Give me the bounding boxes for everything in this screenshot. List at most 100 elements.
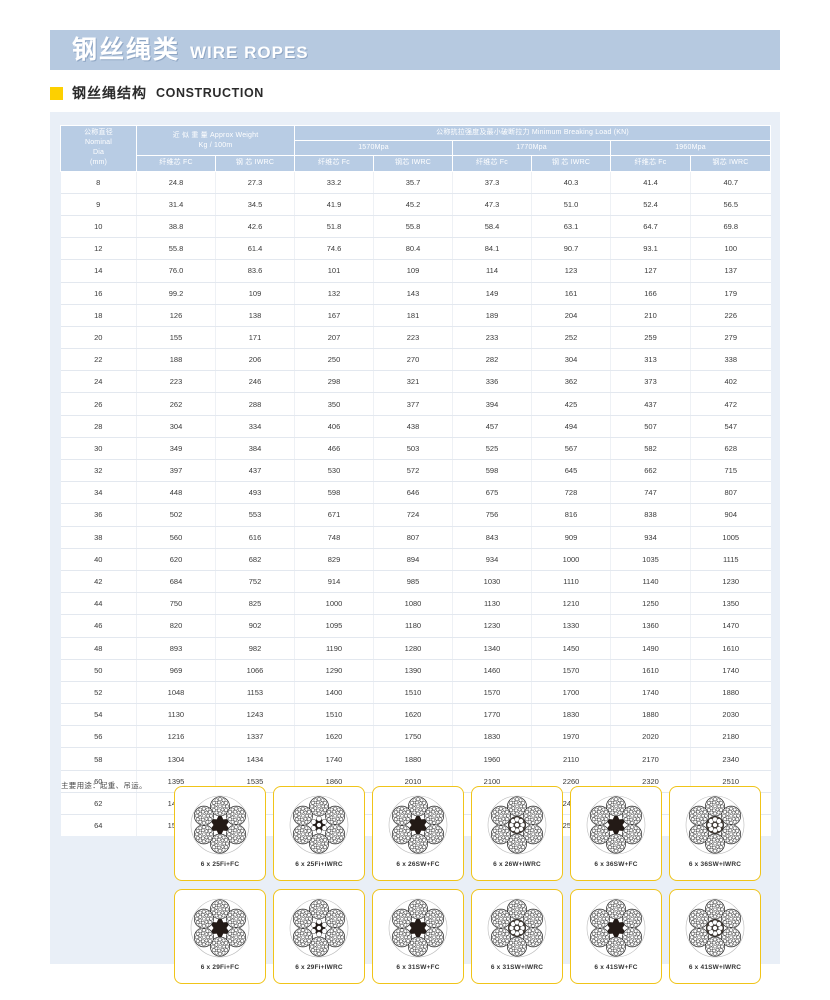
table-cell: 1510 xyxy=(373,681,454,705)
table-cell: 682 xyxy=(215,548,296,571)
diagram-cell[interactable]: 6 x 36SW+FC xyxy=(570,786,662,881)
table-cell: 1048 xyxy=(136,681,216,705)
table-cell: 1250 xyxy=(610,592,692,616)
table-cell: 1740 xyxy=(294,747,375,771)
table-cell: 503 xyxy=(373,437,454,461)
spec-table-wrapper: 公称直径 Nominal Dia (mm) 近 似 重 量 Approx Wei… xyxy=(60,124,772,837)
table-cell: 384 xyxy=(215,437,296,461)
diagram-label: 6 x 36SW+FC xyxy=(594,861,638,868)
cell-nominal-dia: 52 xyxy=(60,681,137,705)
table-cell: 210 xyxy=(610,304,692,327)
diagram-label: 6 x 36SW+IWRC xyxy=(688,861,742,868)
table-cell: 406 xyxy=(294,415,375,438)
table-cell: 1610 xyxy=(690,637,771,660)
diagram-cell[interactable]: 6 x 41SW+FC xyxy=(570,889,662,984)
table-cell: 934 xyxy=(452,548,533,571)
table-cell: 1880 xyxy=(690,681,771,705)
table-row: 38 560 616 748 807 843 909 934 1005 xyxy=(60,526,771,549)
table-cell: 982 xyxy=(215,637,296,660)
table-cell: 472 xyxy=(690,392,771,416)
table-cell: 42.6 xyxy=(215,215,296,239)
table-cell: 223 xyxy=(373,326,454,350)
table-cell: 466 xyxy=(294,437,375,461)
table-cell: 45.2 xyxy=(373,193,454,216)
table-cell: 313 xyxy=(610,348,692,372)
table-cell: 76.0 xyxy=(136,259,216,283)
table-cell: 1830 xyxy=(452,725,533,749)
table-cell: 1960 xyxy=(452,747,533,771)
content-panel: 公称直径 Nominal Dia (mm) 近 似 重 量 Approx Wei… xyxy=(50,112,780,984)
table-cell: 507 xyxy=(610,415,692,438)
table-cell: 362 xyxy=(531,370,612,394)
page-title-bar: 钢丝绳类 WIRE ROPES xyxy=(50,30,780,70)
table-cell: 1110 xyxy=(531,570,612,594)
table-cell: 47.3 xyxy=(452,193,533,216)
table-cell: 904 xyxy=(690,503,771,527)
cell-nominal-dia: 56 xyxy=(60,725,137,749)
table-cell: 40.7 xyxy=(690,171,771,194)
table-cell: 728 xyxy=(531,481,612,505)
table-cell: 494 xyxy=(531,415,612,438)
table-cell: 1216 xyxy=(136,725,216,749)
table-cell: 724 xyxy=(373,503,454,527)
diagram-cell[interactable]: 6 x 26W+IWRC xyxy=(471,786,563,881)
rope-cross-section-icon xyxy=(388,898,448,958)
table-cell: 1450 xyxy=(531,637,612,660)
table-cell: 207 xyxy=(294,326,375,350)
table-cell: 402 xyxy=(690,370,771,394)
table-cell: 282 xyxy=(452,348,533,372)
cell-nominal-dia: 9 xyxy=(60,193,137,216)
page-title-english: WIRE ROPES xyxy=(190,43,309,62)
table-cell: 55.8 xyxy=(136,237,216,261)
table-cell: 259 xyxy=(610,326,692,350)
rope-cross-section-icon xyxy=(289,898,349,958)
table-cell: 1830 xyxy=(531,703,612,727)
diagram-cell[interactable]: 6 x 26SW+FC xyxy=(372,786,464,881)
diagram-cell[interactable]: 6 x 31SW+FC xyxy=(372,889,464,984)
table-cell: 35.7 xyxy=(373,171,454,194)
table-cell: 1610 xyxy=(610,659,692,682)
table-cell: 350 xyxy=(294,392,375,416)
table-cell: 149 xyxy=(452,282,533,305)
table-row: 30 349 384 466 503 525 567 582 628 xyxy=(60,437,771,461)
page-title-chinese: 钢丝绳类 xyxy=(72,36,181,64)
table-cell: 101 xyxy=(294,259,375,283)
cell-nominal-dia: 54 xyxy=(60,703,137,727)
diagram-cell[interactable]: 6 x 36SW+IWRC xyxy=(669,786,761,881)
table-cell: 560 xyxy=(136,526,216,549)
header-iwrc-1770: 钢 芯 IWRC xyxy=(531,155,612,172)
table-cell: 137 xyxy=(690,259,771,283)
table-cell: 2180 xyxy=(690,725,771,749)
nominal-dia-line1: 公称直径 xyxy=(84,129,113,136)
diagram-cell[interactable]: 6 x 29Fi+FC xyxy=(174,889,266,984)
table-cell: 1750 xyxy=(373,725,454,749)
table-cell: 155 xyxy=(136,326,216,350)
header-fc-1570: 纤维芯 Fc xyxy=(294,155,375,172)
header-fc-1770: 纤维芯 Fc xyxy=(452,155,533,172)
diagram-cell[interactable]: 6 x 41SW+IWRC xyxy=(669,889,761,984)
table-cell: 457 xyxy=(452,415,533,438)
table-cell: 204 xyxy=(531,304,612,327)
nominal-dia-line4: (mm) xyxy=(89,159,108,167)
table-cell: 1400 xyxy=(294,681,375,705)
table-cell: 1970 xyxy=(531,725,612,749)
table-cell: 250 xyxy=(294,348,375,372)
rope-cross-section-icon xyxy=(190,898,250,958)
diagram-cell[interactable]: 6 x 29Fi+IWRC xyxy=(273,889,365,984)
diagram-cell[interactable]: 6 x 25Fi+IWRC xyxy=(273,786,365,881)
cell-nominal-dia: 24 xyxy=(60,370,137,394)
table-cell: 394 xyxy=(452,392,533,416)
table-cell: 616 xyxy=(215,526,296,549)
diagram-cell[interactable]: 6 x 31SW+IWRC xyxy=(471,889,563,984)
diagram-cell[interactable]: 6 x 25Fi+FC xyxy=(174,786,266,881)
diagram-label: 6 x 29Fi+FC xyxy=(200,964,240,971)
table-cell: 206 xyxy=(215,348,296,372)
table-cell: 825 xyxy=(215,592,296,616)
table-cell: 2110 xyxy=(531,747,612,771)
approx-weight-line2: Kg / 100m xyxy=(198,141,233,149)
table-cell: 246 xyxy=(215,370,296,394)
table-cell: 620 xyxy=(136,548,216,571)
table-cell: 807 xyxy=(690,481,771,505)
diagram-label: 6 x 41SW+FC xyxy=(594,964,638,971)
table-cell: 56.5 xyxy=(690,193,771,216)
